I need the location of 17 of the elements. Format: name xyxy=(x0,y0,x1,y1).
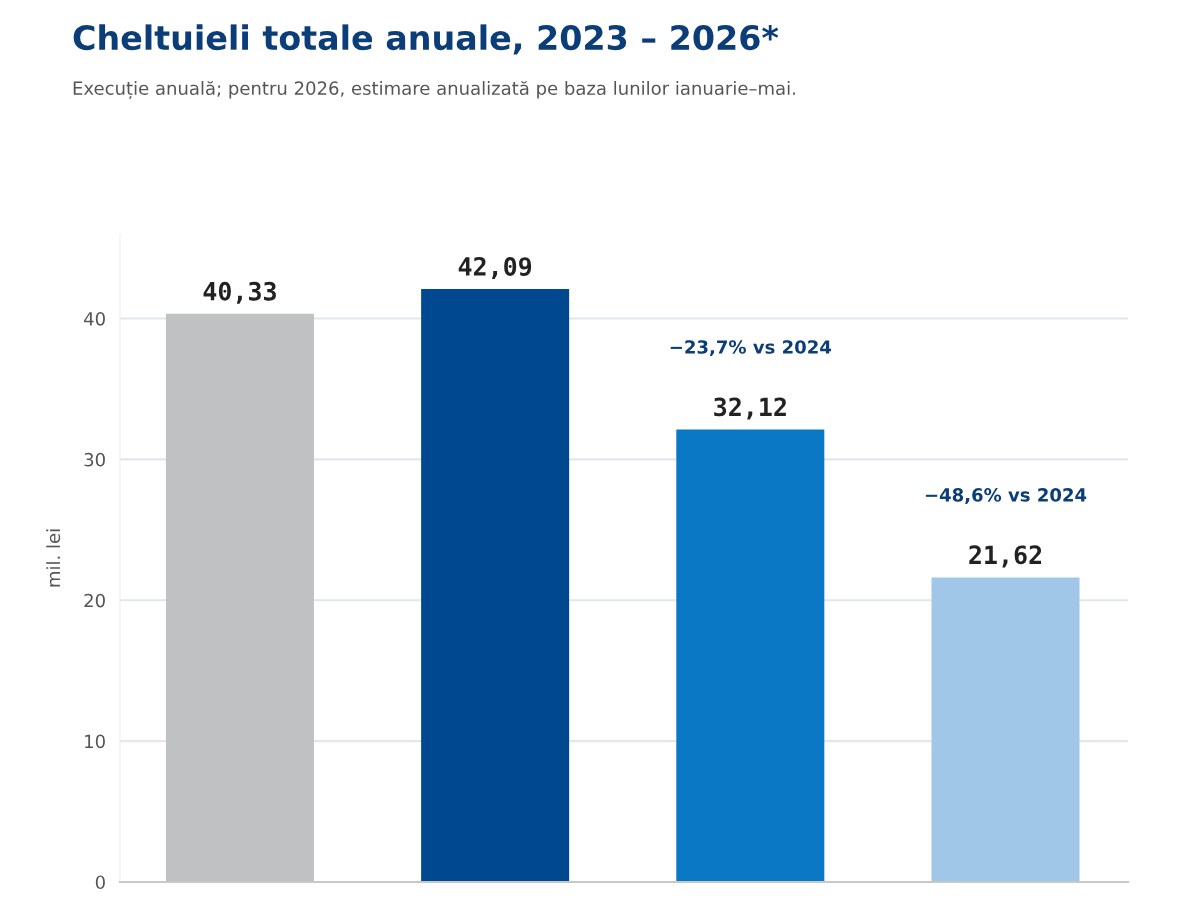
chart-title: Cheltuieli totale anuale, 2023 – 2026* xyxy=(73,24,779,55)
y-tick-label: 40 xyxy=(84,311,105,326)
data-label: 42,09 xyxy=(458,256,532,280)
data-label: 40,33 xyxy=(203,281,276,304)
data-label: 21,62 xyxy=(969,545,1042,568)
y-tick-label: 30 xyxy=(84,452,105,467)
y-tick-label: 10 xyxy=(85,734,105,749)
bar xyxy=(676,429,825,882)
annotation: −23,7% vs 2024 xyxy=(670,340,832,357)
y-axis-title: mil. lei xyxy=(46,529,61,587)
data-label: 32,12 xyxy=(714,397,786,420)
chart-subtitle: Execuție anuală; pentru 2026, estimare anualizată pe baza lunilor ianuarie–mai. xyxy=(73,80,795,100)
y-tick-label: 20 xyxy=(84,593,105,608)
bar xyxy=(931,577,1080,882)
bar xyxy=(421,289,570,882)
y-tick-label: 0 xyxy=(95,875,105,890)
annotation: −48,6% vs 2024 xyxy=(925,488,1087,505)
